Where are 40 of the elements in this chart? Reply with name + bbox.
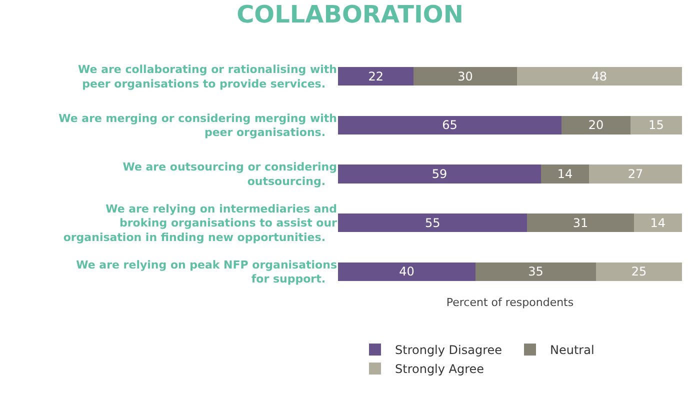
- bar: [414, 67, 517, 86]
- bar: [476, 262, 596, 281]
- bar: [338, 67, 414, 86]
- data-label: 35: [528, 264, 544, 279]
- bar: [516, 67, 682, 86]
- y-tick-label: We are outsourcing or considering outsourcing.: [122, 160, 337, 188]
- y-tick-label: We are collaborating or rationalising with peer organisations to provide services.: [78, 63, 337, 90]
- data-label: 59: [432, 167, 448, 181]
- legend-label: Neutral: [550, 343, 594, 358]
- bar: [589, 164, 682, 184]
- data-label: 30: [458, 69, 473, 84]
- bar: [338, 164, 541, 184]
- chart-title: COLLABORATION: [236, 0, 464, 29]
- data-label: 25: [631, 264, 647, 279]
- bar: [630, 116, 682, 134]
- bar: [338, 262, 476, 281]
- bar: [338, 214, 528, 232]
- bar: [562, 116, 630, 134]
- legend-label: Strongly Agree: [395, 362, 484, 376]
- legend-label: Strongly Disagree: [395, 343, 502, 358]
- y-tick-label: We are merging or considering merging with peer organisations.: [58, 112, 337, 140]
- data-label: 31: [572, 216, 588, 230]
- data-label: 22: [368, 69, 384, 84]
- data-label: 48: [592, 69, 608, 84]
- data-label: 55: [424, 216, 440, 230]
- bar: [596, 262, 682, 281]
- data-label: 20: [588, 118, 604, 132]
- bar: [634, 214, 682, 232]
- data-label: 27: [628, 167, 644, 181]
- y-tick-label: We are relying on intermediaries and broking organisations to assist our organisation in finding new opportunities.: [63, 202, 338, 244]
- bar: [527, 214, 634, 232]
- bar: [540, 164, 590, 184]
- data-label: 65: [442, 118, 458, 132]
- data-label: 14: [557, 167, 573, 181]
- bar: [338, 116, 562, 134]
- data-label: 14: [650, 216, 666, 230]
- x-axis-title: Percent of respondents: [446, 296, 574, 310]
- y-tick-label: We are relying on peak NFP organisations for support.: [76, 258, 338, 286]
- data-label: 40: [399, 264, 414, 279]
- data-label: 15: [648, 118, 664, 132]
